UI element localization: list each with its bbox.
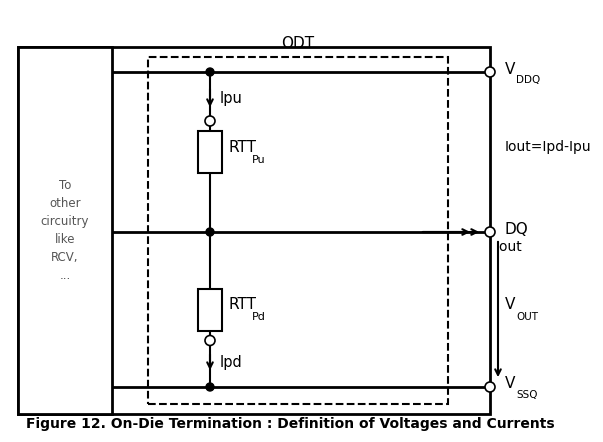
Text: SSQ: SSQ [516, 390, 537, 400]
Text: RTT: RTT [228, 297, 256, 312]
Text: Pd: Pd [252, 312, 266, 323]
Text: Iout=Ipd-Ipu: Iout=Ipd-Ipu [505, 140, 592, 154]
Text: V: V [505, 297, 516, 312]
Circle shape [206, 68, 214, 76]
Text: V: V [505, 377, 516, 392]
Text: Ipd: Ipd [220, 355, 243, 370]
Bar [18, 47, 490, 414]
Circle shape [485, 227, 495, 237]
Text: DQ: DQ [505, 221, 529, 236]
Text: ODT: ODT [282, 36, 315, 51]
Text: Ipu: Ipu [220, 91, 243, 106]
Text: V: V [505, 61, 516, 76]
Circle shape [485, 67, 495, 77]
Bar [148, 57, 448, 404]
Circle shape [205, 335, 215, 346]
Circle shape [205, 116, 215, 126]
Bar [18, 47, 112, 414]
Text: Iout: Iout [496, 240, 523, 254]
Circle shape [485, 382, 495, 392]
Text: Pu: Pu [252, 155, 266, 165]
Bar [198, 131, 222, 173]
Text: DDQ: DDQ [516, 75, 540, 85]
Circle shape [206, 383, 214, 391]
Circle shape [206, 228, 214, 236]
Text: OUT: OUT [516, 312, 538, 323]
Bar [198, 289, 222, 331]
Text: Figure 12. On-Die Termination : Definition of Voltages and Currents: Figure 12. On-Die Termination : Definiti… [26, 417, 554, 431]
Text: RTT: RTT [228, 140, 256, 155]
Text: To
other
circuitry
like
RCV,
...: To other circuitry like RCV, ... [41, 179, 89, 282]
